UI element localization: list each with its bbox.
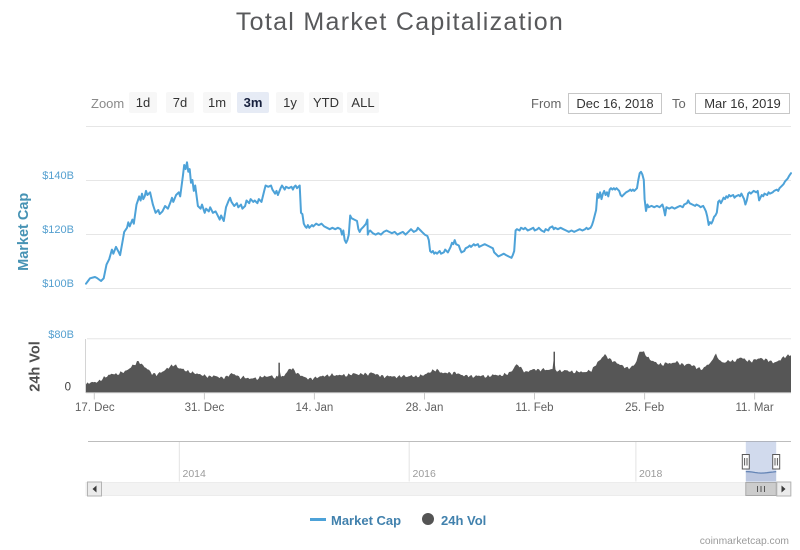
svg-text:2016: 2016 [413,468,437,480]
svg-text:25. Feb: 25. Feb [625,402,664,414]
svg-text:$100B: $100B [42,278,74,290]
svg-text:$80B: $80B [48,329,74,341]
svg-text:17. Dec: 17. Dec [75,402,115,414]
svg-text:11. Mar: 11. Mar [736,402,774,414]
svg-text:0: 0 [65,382,71,394]
svg-text:31. Dec: 31. Dec [185,402,225,414]
svg-text:Market Cap: Market Cap [16,193,32,271]
svg-text:2014: 2014 [183,468,207,480]
svg-text:$120B: $120B [42,224,74,236]
svg-text:$140B: $140B [42,170,74,182]
svg-text:11. Feb: 11. Feb [515,402,553,414]
svg-text:24h Vol: 24h Vol [28,341,44,392]
svg-text:2018: 2018 [639,468,663,480]
svg-text:14. Jan: 14. Jan [296,402,334,414]
svg-text:28. Jan: 28. Jan [406,402,444,414]
